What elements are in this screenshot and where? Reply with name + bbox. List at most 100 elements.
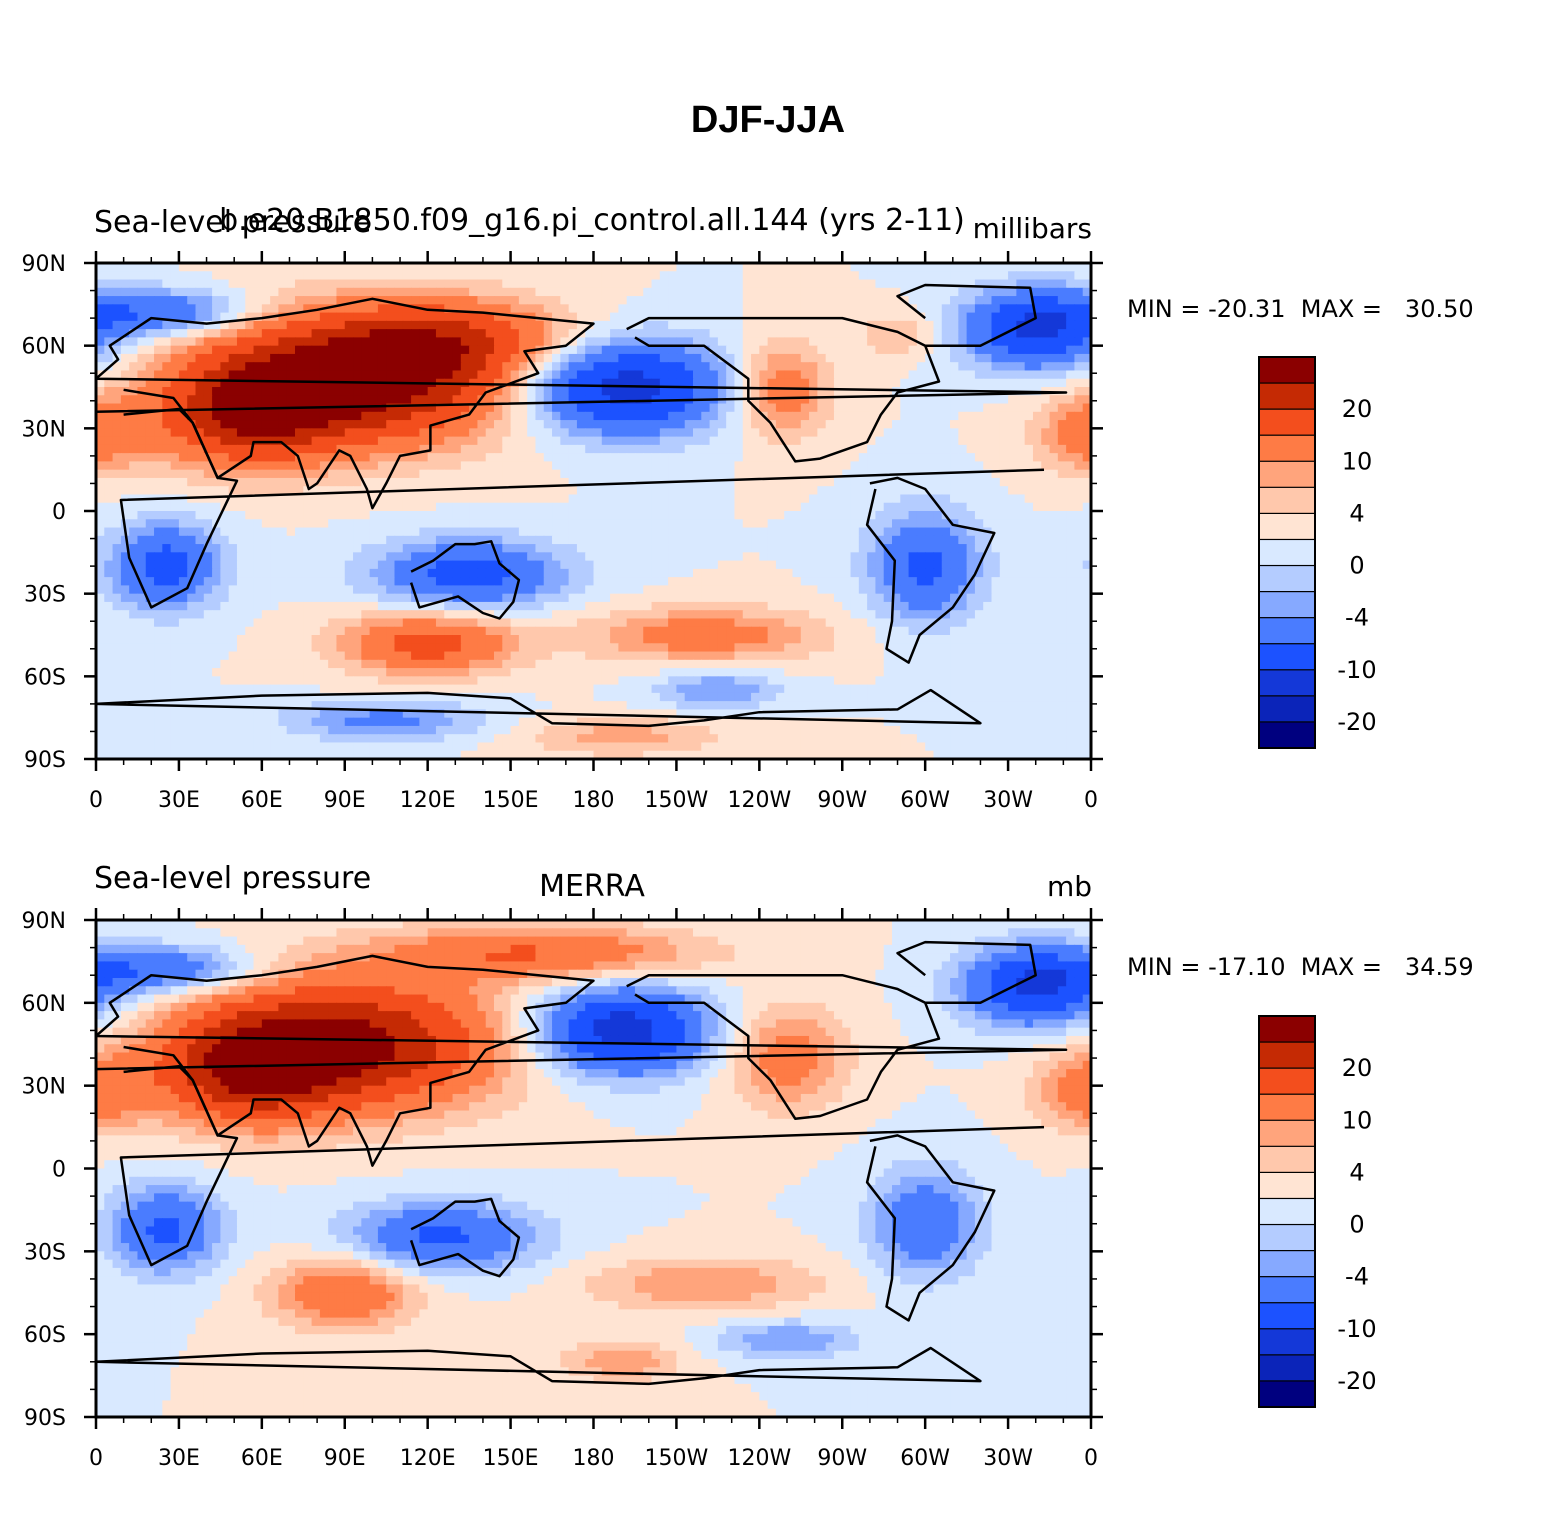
- field-cell: [162, 486, 172, 496]
- field-cell: [485, 420, 495, 429]
- field-cell: [518, 544, 528, 553]
- field-cell: [411, 461, 420, 471]
- field-cell: [543, 296, 553, 305]
- field-cell: [120, 552, 130, 562]
- field-cell: [775, 494, 785, 504]
- field-cell: [162, 337, 172, 347]
- field-cell: [825, 494, 835, 504]
- field-cell: [634, 337, 644, 347]
- field-cell: [203, 395, 213, 405]
- field-cell: [170, 469, 180, 479]
- field-cell: [203, 304, 213, 314]
- field-cell: [850, 461, 860, 471]
- field-cell: [1074, 370, 1084, 380]
- field-cell: [460, 585, 470, 595]
- field-cell: [394, 304, 404, 314]
- field-cell: [311, 544, 321, 553]
- field-cell: [676, 362, 686, 372]
- field-cell: [610, 502, 619, 512]
- field-cell: [510, 320, 520, 330]
- field-cell: [784, 378, 794, 388]
- field-cell: [394, 593, 404, 603]
- field-cell: [212, 601, 221, 611]
- field-cell: [485, 287, 495, 297]
- field-cell: [1024, 511, 1034, 520]
- field-cell: [875, 403, 885, 413]
- field-cell: [328, 469, 338, 479]
- field-cell: [535, 353, 545, 363]
- field-cell: [850, 469, 860, 479]
- field-cell: [377, 279, 387, 289]
- field-cell: [734, 337, 744, 347]
- field-cell: [817, 511, 827, 520]
- field-cell: [933, 312, 943, 322]
- field-cell: [784, 353, 794, 363]
- field-cell: [187, 353, 197, 363]
- field-cell: [908, 287, 918, 297]
- field-cell: [212, 527, 221, 537]
- field-cell: [1008, 502, 1017, 512]
- field-cell: [626, 535, 636, 545]
- field-cell: [178, 453, 188, 462]
- field-cell: [1057, 552, 1067, 562]
- field-cell: [394, 544, 404, 553]
- field-cell: [419, 420, 429, 429]
- field-cell: [775, 453, 785, 462]
- field-cell: [775, 511, 785, 520]
- field-cell: [178, 428, 188, 438]
- field-cell: [245, 353, 255, 363]
- field-cell: [576, 601, 586, 611]
- field-cell: [311, 494, 321, 504]
- field-cell: [568, 345, 578, 355]
- field-cell: [1016, 469, 1026, 479]
- field-cell: [295, 287, 304, 297]
- field-cell: [858, 436, 868, 446]
- field-cell: [1024, 519, 1034, 529]
- field-cell: [999, 296, 1009, 305]
- field-cell: [1074, 287, 1084, 297]
- field-cell: [311, 552, 321, 562]
- field-cell: [452, 560, 462, 570]
- field-cell: [643, 420, 653, 429]
- field-cell: [709, 453, 719, 462]
- field-cell: [228, 494, 238, 504]
- field-cell: [435, 279, 445, 289]
- field-cell: [701, 403, 711, 413]
- field-cell: [775, 560, 785, 570]
- field-cell: [344, 362, 354, 372]
- field-cell: [983, 312, 993, 322]
- field-cell: [104, 511, 114, 520]
- field-cell: [178, 560, 188, 570]
- field-cell: [518, 494, 528, 504]
- field-cell: [377, 552, 387, 562]
- field-cell: [212, 370, 221, 380]
- field-cell: [311, 362, 321, 372]
- field-cell: [502, 577, 512, 586]
- field-cell: [958, 544, 968, 553]
- field-cell: [303, 601, 313, 611]
- field-cell: [916, 453, 926, 462]
- field-cell: [236, 287, 246, 297]
- field-cell: [784, 560, 794, 570]
- field-cell: [435, 560, 445, 570]
- field-cell: [1041, 552, 1051, 562]
- field-cell: [933, 535, 943, 545]
- field-cell: [601, 395, 611, 405]
- field-cell: [925, 395, 935, 405]
- field-cell: [402, 568, 412, 578]
- field-cell: [726, 535, 736, 545]
- field-cell: [278, 428, 288, 438]
- field-cell: [170, 411, 180, 421]
- field-cell: [494, 387, 503, 396]
- field-cell: [792, 263, 802, 272]
- field-cell: [833, 304, 843, 314]
- field-cell: [444, 411, 454, 421]
- field-cell: [145, 486, 155, 496]
- field-cell: [369, 320, 379, 330]
- field-cell: [195, 511, 205, 520]
- field-cell: [610, 444, 619, 454]
- field-cell: [792, 552, 802, 562]
- field-cell: [377, 585, 387, 595]
- field-cell: [999, 411, 1009, 421]
- field-cell: [427, 544, 437, 553]
